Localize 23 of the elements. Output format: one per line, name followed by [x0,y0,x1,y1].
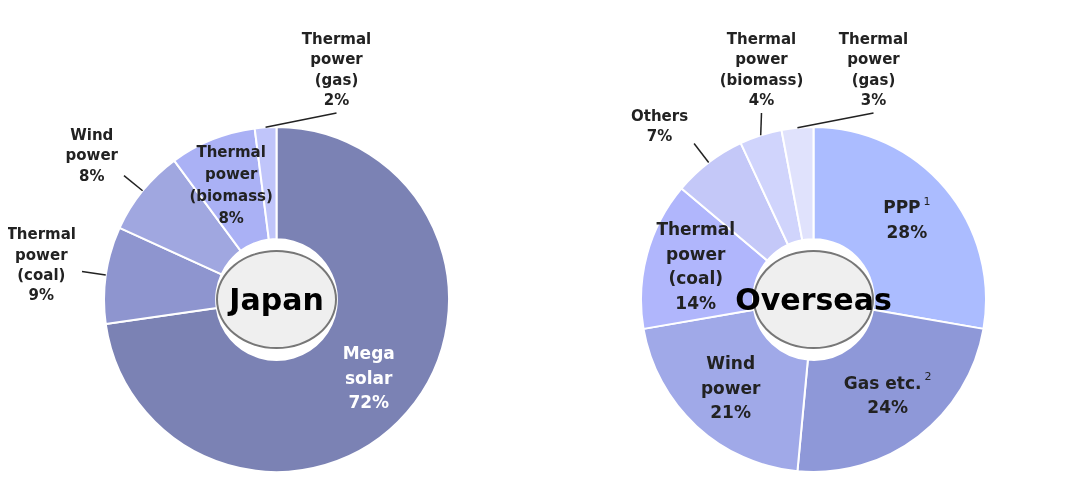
data-label: 2% [323,90,350,109]
slice-label: Mega solar [342,343,395,388]
data-label: 3% [860,90,887,109]
data-label: 72% [348,392,390,413]
data-label: 8% [218,208,244,227]
data-label: 7% [646,127,673,146]
data-label: 9% [28,286,55,305]
data-label: 4% [748,90,775,109]
slice-label: Thermal power (gas) [301,30,372,89]
text: Japan [229,281,324,317]
slice-label: Thermal power (biomass) [719,30,804,89]
text: Overseas [735,281,892,317]
slice-label: Thermal power (biomass) [189,143,273,205]
slice-label: Wind power [65,126,119,165]
data-label: 14% [675,293,717,313]
data-label: 21% [710,402,751,423]
slice-label: Wind power [700,352,761,398]
data-label: 8% [79,166,105,185]
slice-label: Thermal power (gas) [838,30,909,89]
data-label: 24% [867,397,909,418]
data-label: 28% [886,221,928,242]
slice-label: Others [630,107,689,126]
slice-label: Thermal power (coal) [656,219,736,289]
